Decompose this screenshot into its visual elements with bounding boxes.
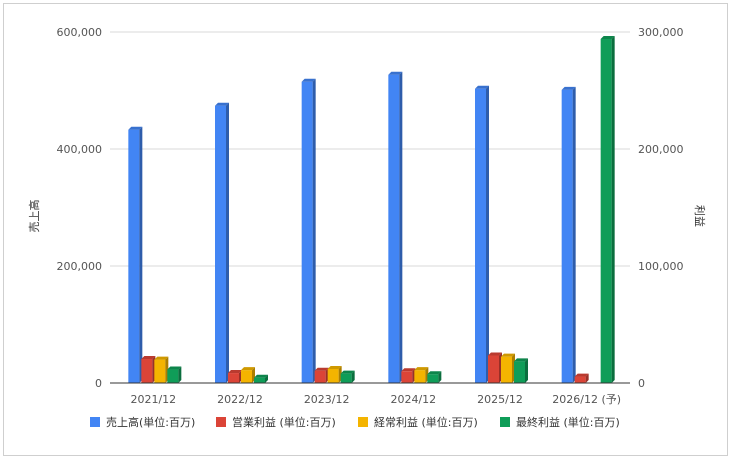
bar-3-0[interactable] — [167, 366, 182, 383]
left-axis-ticks: 0 200,000 400,000 600,000 — [57, 26, 103, 390]
bar-1-1[interactable] — [228, 370, 242, 383]
bar-0-3[interactable] — [388, 71, 403, 383]
legend-item[interactable]: 営業利益 (単位:百万) — [216, 415, 336, 429]
bar-3-5[interactable] — [600, 36, 615, 384]
bar-2-2[interactable] — [327, 365, 342, 383]
bar-1-3[interactable] — [401, 368, 416, 383]
legend-label: 売上高(単位:百万) — [106, 415, 195, 429]
bar-0-1[interactable] — [215, 102, 229, 384]
legend-swatch — [216, 417, 226, 427]
legend-item[interactable]: 経常利益 (単位:百万) — [358, 415, 478, 429]
bar-3-3[interactable] — [427, 371, 442, 383]
legend-item[interactable]: 売上高(単位:百万) — [90, 415, 195, 429]
bar-3-4[interactable] — [514, 358, 528, 383]
bar-3-2[interactable] — [340, 370, 355, 383]
category-label: 2026/12 (予) — [552, 393, 621, 406]
bar-0-0[interactable] — [128, 126, 143, 383]
right-axis-label: 利益 — [693, 205, 707, 227]
bar-1-0[interactable] — [141, 356, 156, 383]
legend-label: 営業利益 (単位:百万) — [232, 415, 336, 429]
bar-2-1[interactable] — [241, 367, 255, 383]
chart-frame: 0 200,000 400,000 600,000 0 100,000 200,000 30… — [3, 3, 728, 456]
legend[interactable]: 売上高(単位:百万) 営業利益 (単位:百万) 経常利益 (単位:百万) 最終利益 (… — [90, 415, 620, 429]
bar-3-1[interactable] — [254, 374, 268, 383]
legend-swatch — [358, 417, 368, 427]
bar-1-4[interactable] — [488, 352, 502, 383]
left-tick-label: 200,000 — [57, 260, 103, 273]
category-label: 2024/12 — [390, 393, 436, 406]
gridlines — [110, 31, 630, 267]
right-tick-label: 300,000 — [638, 26, 684, 39]
legend-label: 経常利益 (単位:百万) — [374, 415, 478, 429]
bar-2-3[interactable] — [414, 367, 429, 383]
right-tick-label: 0 — [638, 377, 645, 390]
chart-svg: 0 200,000 400,000 600,000 0 100,000 200,000 30… — [27, 26, 707, 429]
bar-0-5[interactable] — [561, 86, 576, 383]
bar-1-2[interactable] — [314, 367, 329, 383]
left-tick-label: 400,000 — [57, 143, 103, 156]
category-label: 2025/12 — [477, 393, 523, 406]
left-tick-label: 0 — [95, 377, 102, 390]
category-label: 2022/12 — [217, 393, 263, 406]
category-labels: 2021/12 2022/12 2023/12 2024/12 2025/12 2026/… — [130, 393, 621, 406]
bar-2-0[interactable] — [154, 356, 169, 383]
bars — [128, 36, 615, 384]
left-axis-label: 売上高 — [27, 200, 41, 233]
left-tick-label: 600,000 — [57, 26, 103, 39]
legend-item[interactable]: 最終利益 (単位:百万) — [500, 415, 620, 429]
right-tick-label: 200,000 — [638, 143, 684, 156]
bar-0-4[interactable] — [475, 85, 489, 384]
right-tick-label: 100,000 — [638, 260, 684, 273]
legend-label: 最終利益 (単位:百万) — [516, 415, 620, 429]
right-axis-ticks: 0 100,000 200,000 300,000 — [638, 26, 684, 390]
bar-1-5[interactable] — [574, 373, 589, 383]
bar-2-4[interactable] — [501, 353, 515, 383]
category-label: 2023/12 — [304, 393, 350, 406]
legend-swatch — [90, 417, 100, 427]
bar-0-2[interactable] — [301, 78, 316, 383]
category-label: 2021/12 — [130, 393, 176, 406]
legend-swatch — [500, 417, 510, 427]
